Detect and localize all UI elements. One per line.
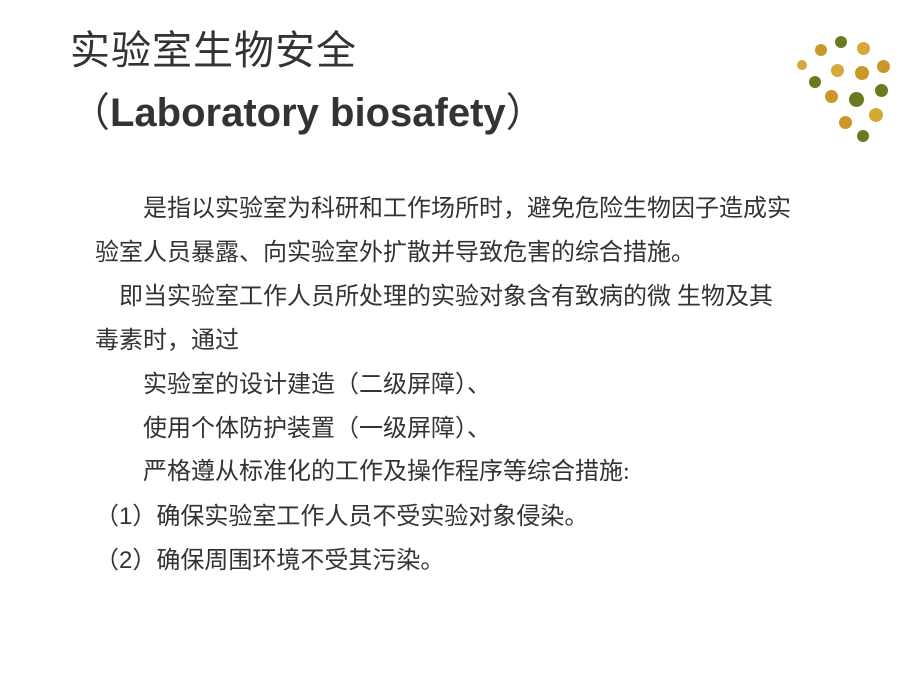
open-paren: （ [70,90,110,135]
item3: 严格遵从标准化的工作及操作程序等综合措施: [95,451,825,495]
result1: （1）确保实验室工作人员不受实验对象侵染。 [95,495,825,539]
decorative-dot [875,84,888,97]
item2: 使用个体防护装置（一级屏障）、 [95,408,825,452]
slide-content: 是指以实验室为科研和工作场所时，避免危险生物因子造成实 验室人员暴露、向实验室外… [0,138,920,583]
decorative-dot [857,42,870,55]
decorative-dot [855,66,869,80]
decorative-dot [815,44,827,56]
decorative-dot [835,36,847,48]
decorative-dot [831,64,844,77]
decorative-dot [839,116,852,129]
title-chinese: 实验室生物安全 [70,18,920,76]
decorative-dot [809,76,821,88]
title-english: （Laboratory biosafety） [70,80,920,138]
decorative-dot [797,60,807,70]
decorative-dot [877,60,890,73]
slide-title: 实验室生物安全 （Laboratory biosafety） [0,0,920,138]
para2-line2: 毒素时，通过 [95,320,825,364]
decorative-dots [797,36,902,141]
para2-line1: 即当实验室工作人员所处理的实验对象含有致病的微 生物及其 [95,276,825,320]
decorative-dot [849,92,864,107]
para1-line2: 验室人员暴露、向实验室外扩散并导致危害的综合措施。 [95,232,825,276]
english-text: Laboratory biosafety [110,91,506,135]
item1: 实验室的设计建造（二级屏障）、 [95,364,825,408]
decorative-dot [857,130,869,142]
para1-line1: 是指以实验室为科研和工作场所时，避免危险生物因子造成实 [95,188,825,232]
result2: （2）确保周围环境不受其污染。 [95,539,825,583]
close-paren: ） [506,90,546,135]
decorative-dot [869,108,883,122]
decorative-dot [825,90,838,103]
